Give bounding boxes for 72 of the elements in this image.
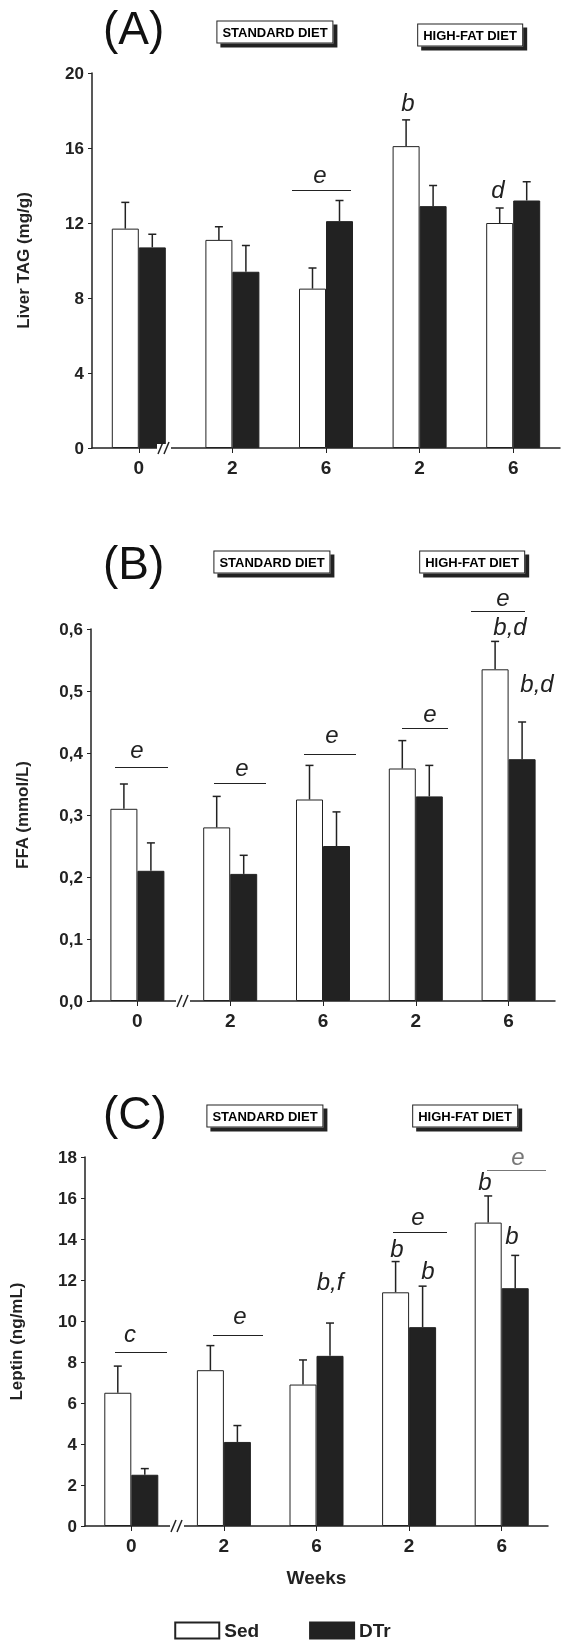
y-tick-label: 16 xyxy=(65,138,84,158)
x-tick-label: 6 xyxy=(503,1010,514,1031)
legend-label: DTr xyxy=(359,1620,392,1641)
x-axis-title: Weeks xyxy=(286,1567,347,1588)
x-tick-label: 6 xyxy=(317,1010,329,1031)
text: STANDARD DIET xyxy=(216,20,334,44)
x-tick-label: 6 xyxy=(311,1535,322,1556)
y-tick-label: 18 xyxy=(58,1147,77,1167)
y-tick-label: 20 xyxy=(65,63,84,83)
y-tick-label: 0 xyxy=(74,438,84,458)
y-tick-label: 0,6 xyxy=(59,619,83,639)
annotation: b xyxy=(390,1235,404,1263)
y-tick-label: 0,2 xyxy=(59,867,83,887)
x-tick-label: 0 xyxy=(126,1535,137,1556)
annotation: e xyxy=(411,1203,425,1231)
chart-title: (A) xyxy=(103,2,165,54)
y-axis-title: Leptin (ng/mL) xyxy=(7,1282,26,1401)
y-tick-label: 0 xyxy=(67,1516,77,1536)
text: STANDARD DIET xyxy=(213,550,331,574)
y-axis-title: Liver TAG (mg/g) xyxy=(14,192,33,329)
y-tick-label: 0,4 xyxy=(59,743,84,763)
annotation: e xyxy=(423,700,437,728)
y-tick-label: 0,1 xyxy=(59,929,83,949)
y-tick-label: 0,3 xyxy=(59,805,83,825)
y-tick-label: 10 xyxy=(58,1311,77,1331)
y-tick-label: 4 xyxy=(74,363,85,383)
annotation: e xyxy=(233,1302,247,1330)
annotation: b xyxy=(421,1257,435,1285)
x-tick-label: 2 xyxy=(224,1010,236,1031)
y-tick-label: 4 xyxy=(67,1434,78,1454)
text: STANDARD DIET xyxy=(206,1104,324,1128)
x-tick-label: 2 xyxy=(218,1535,230,1556)
text: e xyxy=(496,584,510,612)
legend-label: Sed xyxy=(224,1620,260,1641)
x-tick-label: 2 xyxy=(410,1010,422,1031)
text: HIGH-FAT DIET xyxy=(419,550,525,574)
chart-title: (B) xyxy=(103,537,165,589)
annotation: b xyxy=(401,89,415,117)
x-tick-label: 0 xyxy=(132,1010,143,1031)
text: HIGH-FAT DIET xyxy=(412,1104,518,1128)
x-tick-label: 2 xyxy=(227,457,238,478)
y-tick-label: 0,5 xyxy=(59,681,83,701)
annotation: d xyxy=(491,176,505,204)
annotation: e xyxy=(511,1143,525,1171)
y-axis-title: FFA (mmol/L) xyxy=(13,761,32,869)
y-tick-label: 16 xyxy=(58,1188,77,1208)
y-tick-label: 8 xyxy=(74,288,84,308)
y-tick-label: 12 xyxy=(58,1270,77,1290)
y-tick-label: 0,0 xyxy=(59,991,83,1011)
x-tick-label: 2 xyxy=(403,1535,415,1556)
annotation: b xyxy=(505,1222,519,1250)
y-tick-label: 2 xyxy=(67,1475,77,1495)
x-tick-label: 6 xyxy=(496,1535,507,1556)
annotation: c xyxy=(124,1320,136,1348)
y-tick-label: 8 xyxy=(67,1352,77,1372)
y-tick-label: 12 xyxy=(65,213,84,233)
x-tick-label: 6 xyxy=(507,457,519,478)
annotation: b xyxy=(478,1168,492,1196)
x-tick-label: 2 xyxy=(414,457,425,478)
text: HIGH-FAT DIET xyxy=(417,23,523,47)
annotation: e xyxy=(235,754,249,782)
y-tick-label: 6 xyxy=(67,1393,77,1413)
y-tick-label: 14 xyxy=(58,1229,78,1249)
x-tick-label: 6 xyxy=(320,457,332,478)
chart-title: (C) xyxy=(103,1087,167,1139)
annotation: e xyxy=(130,736,144,764)
annotation: b,d xyxy=(493,613,527,641)
annotation: e xyxy=(313,161,327,189)
annotation: b,f xyxy=(316,1268,344,1296)
annotation: e xyxy=(325,721,339,749)
annotation: b,d xyxy=(520,670,554,698)
x-tick-label: 0 xyxy=(133,457,145,478)
